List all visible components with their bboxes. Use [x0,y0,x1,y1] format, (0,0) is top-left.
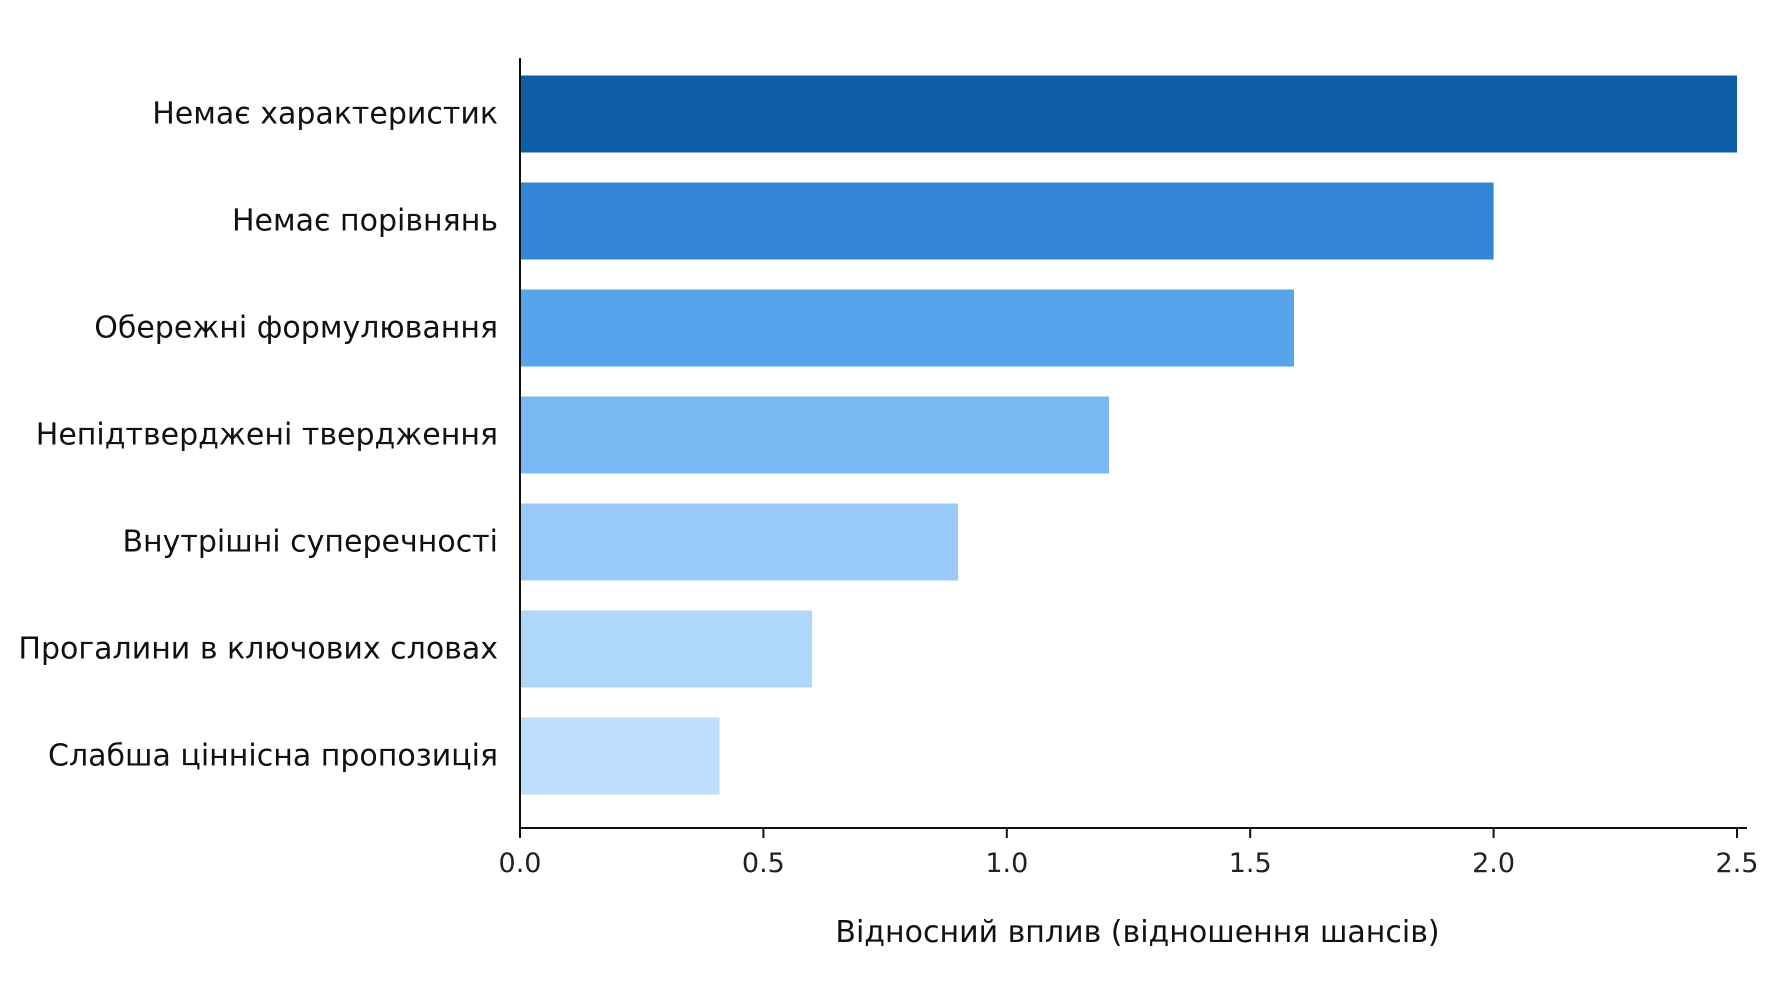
bar-0 [520,75,1737,153]
category-label-5: Прогалини в ключових словах [18,632,498,667]
x-tick-label-5: 2.5 [1716,848,1759,879]
category-labels-group: Немає характеристик Немає порівнянь Обереж… [18,97,498,774]
category-label-0: Немає характеристик [152,97,498,132]
x-tick-label-0: 0.0 [499,848,542,879]
bars-group [520,75,1737,795]
x-tick-label-4: 2.0 [1472,848,1515,879]
bar-4 [520,503,959,581]
category-label-3: Непідтверджені твердження [36,418,498,453]
category-label-4: Внутрішні суперечності [122,525,498,560]
x-axis-title: Відносний вплив (відношення шансів) [835,915,1439,950]
category-label-6: Слабша ціннісна пропозиція [48,739,498,774]
bar-3 [520,396,1110,474]
x-tick-label-1: 0.5 [742,848,785,879]
bar-5 [520,610,813,688]
x-tick-label-3: 1.5 [1229,848,1272,879]
x-ticks-group: 0.0 0.5 1.0 1.5 2.0 2.5 [499,828,1759,879]
category-label-1: Немає порівнянь [232,204,498,239]
bar-6 [520,717,720,795]
bar-1 [520,182,1494,260]
x-tick-label-2: 1.0 [985,848,1028,879]
category-label-2: Обережні формулювання [94,311,498,346]
bar-2 [520,289,1295,367]
